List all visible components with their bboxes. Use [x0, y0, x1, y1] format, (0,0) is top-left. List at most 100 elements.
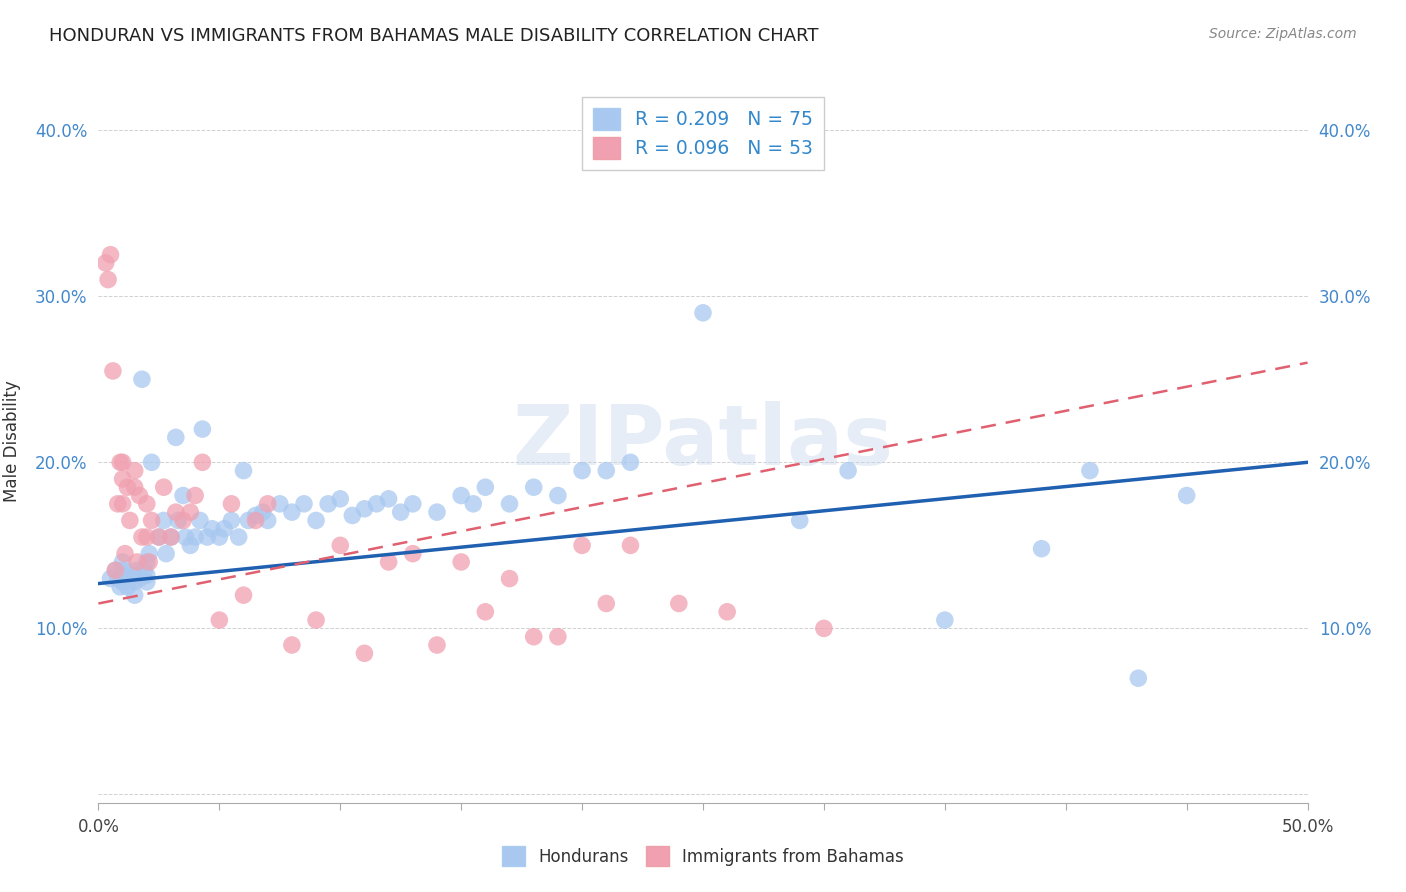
Point: [316, 497, 339, 511]
Point: [124, 588, 146, 602]
Point: [165, 505, 187, 519]
Point: [148, 530, 170, 544]
Point: [571, 464, 593, 478]
Point: [366, 497, 388, 511]
Point: [232, 588, 254, 602]
Point: [131, 530, 153, 544]
Point: [117, 480, 139, 494]
Point: [1078, 464, 1101, 478]
Point: [124, 574, 146, 589]
Point: [104, 563, 127, 577]
Point: [238, 513, 260, 527]
Point: [160, 530, 183, 544]
Text: HONDURAN VS IMMIGRANTS FROM BAHAMAS MALE DISABILITY CORRELATION CHART: HONDURAN VS IMMIGRANTS FROM BAHAMAS MALE…: [49, 27, 818, 45]
Point: [172, 513, 194, 527]
Point: [329, 491, 352, 506]
Point: [111, 563, 134, 577]
Point: [135, 555, 157, 569]
Point: [94, 256, 117, 270]
Point: [108, 455, 131, 469]
Point: [256, 513, 278, 527]
Point: [619, 538, 641, 552]
Point: [191, 422, 214, 436]
Point: [195, 530, 218, 544]
Point: [523, 630, 546, 644]
Point: [124, 464, 146, 478]
Point: [108, 580, 131, 594]
Point: [135, 574, 157, 589]
Point: [127, 563, 149, 577]
Point: [245, 513, 267, 527]
Point: [111, 574, 134, 589]
Point: [426, 505, 449, 519]
Point: [305, 513, 328, 527]
Point: [245, 508, 267, 523]
Point: [135, 568, 157, 582]
Point: [474, 480, 496, 494]
Point: [232, 464, 254, 478]
Point: [188, 513, 211, 527]
Point: [179, 538, 201, 552]
Point: [305, 613, 328, 627]
Point: [165, 430, 187, 444]
Text: ZIPatlas: ZIPatlas: [513, 401, 893, 482]
Point: [152, 513, 174, 527]
Point: [184, 489, 207, 503]
Point: [111, 568, 134, 582]
Point: [377, 491, 399, 506]
Legend: Hondurans, Immigrants from Bahamas: Hondurans, Immigrants from Bahamas: [494, 838, 912, 874]
Point: [342, 508, 364, 523]
Point: [172, 489, 194, 503]
Point: [155, 547, 177, 561]
Point: [1031, 541, 1053, 556]
Point: [135, 497, 157, 511]
Point: [100, 572, 122, 586]
Point: [353, 646, 375, 660]
Point: [111, 555, 134, 569]
Point: [1175, 489, 1198, 503]
Point: [101, 364, 124, 378]
Point: [141, 455, 163, 469]
Point: [131, 372, 153, 386]
Point: [377, 555, 399, 569]
Point: [523, 480, 546, 494]
Point: [97, 272, 120, 286]
Point: [329, 538, 352, 552]
Point: [128, 572, 150, 586]
Point: [692, 306, 714, 320]
Point: [716, 605, 738, 619]
Point: [128, 489, 150, 503]
Point: [281, 505, 304, 519]
Point: [619, 455, 641, 469]
Point: [124, 480, 146, 494]
Point: [114, 547, 136, 561]
Point: [547, 630, 569, 644]
Point: [167, 513, 190, 527]
Point: [789, 513, 811, 527]
Point: [152, 480, 174, 494]
Point: [212, 522, 235, 536]
Text: Source: ZipAtlas.com: Source: ZipAtlas.com: [1209, 27, 1357, 41]
Point: [138, 555, 160, 569]
Point: [135, 530, 157, 544]
Point: [117, 580, 139, 594]
Point: [141, 513, 163, 527]
Point: [184, 530, 207, 544]
Point: [201, 522, 224, 536]
Point: [281, 638, 304, 652]
Point: [191, 455, 214, 469]
Point: [256, 497, 278, 511]
Point: [118, 513, 141, 527]
Point: [221, 513, 243, 527]
Point: [111, 497, 134, 511]
Point: [221, 497, 243, 511]
Point: [389, 505, 412, 519]
Point: [571, 538, 593, 552]
Point: [934, 613, 956, 627]
Point: [111, 455, 134, 469]
Point: [426, 638, 449, 652]
Point: [474, 605, 496, 619]
Point: [450, 489, 472, 503]
Point: [463, 497, 485, 511]
Point: [595, 597, 617, 611]
